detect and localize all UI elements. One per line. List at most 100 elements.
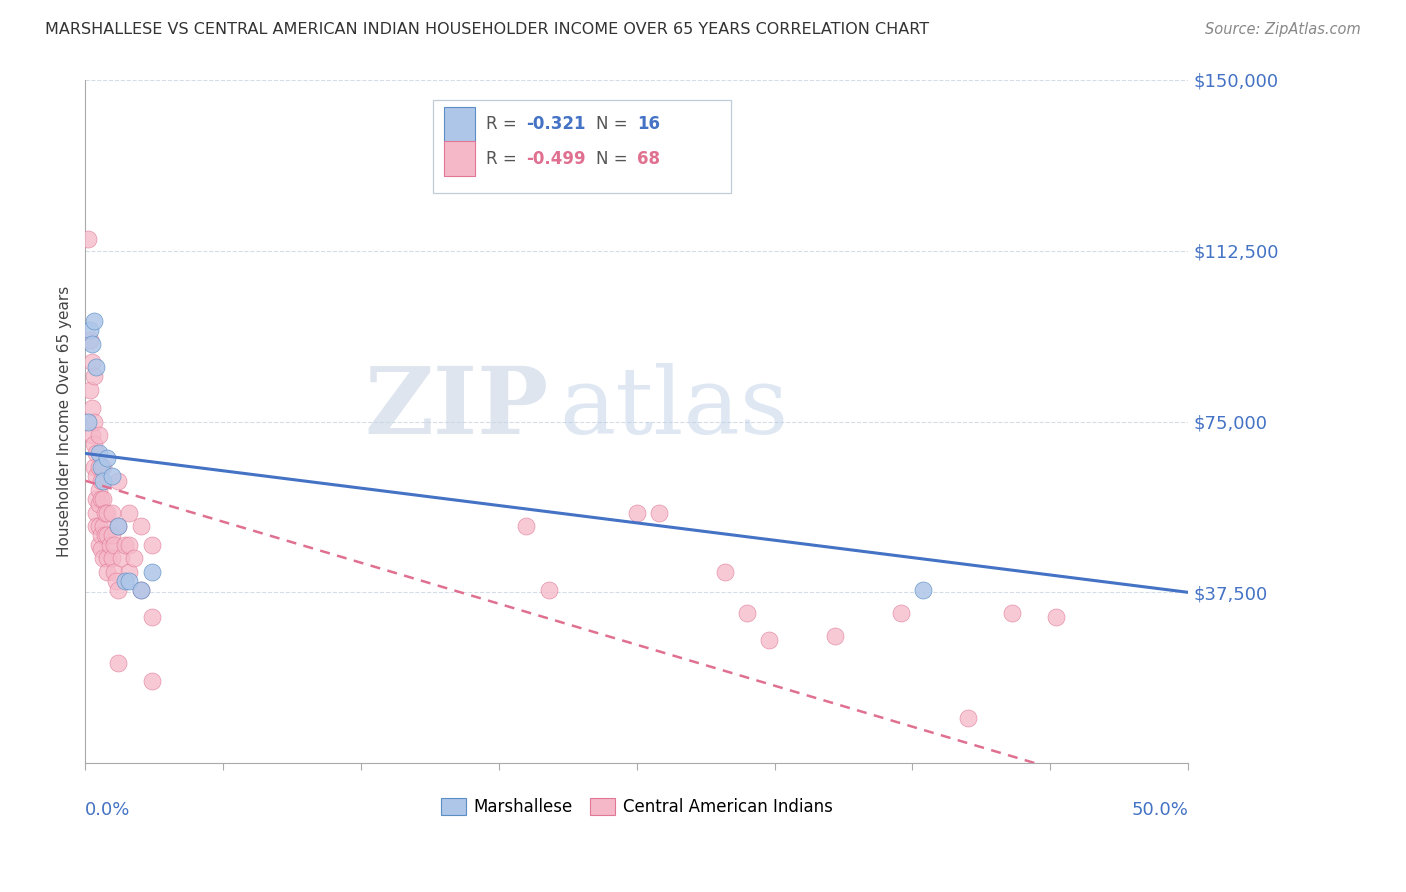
Point: [90, 528, 112, 542]
Point: [515, 519, 537, 533]
Point: [94, 528, 117, 542]
Text: 0.0%: 0.0%: [86, 801, 131, 819]
Point: [105, 574, 128, 588]
Point: [94, 506, 117, 520]
Text: 68: 68: [637, 150, 659, 168]
Point: [83, 415, 105, 429]
Point: [87, 483, 110, 497]
Point: [80, 428, 103, 442]
Point: [824, 629, 846, 643]
Point: [96, 528, 118, 542]
Point: [118, 537, 141, 551]
Point: [1045, 610, 1067, 624]
Point: [83, 314, 105, 328]
FancyBboxPatch shape: [433, 101, 731, 193]
Text: MARSHALLESE VS CENTRAL AMERICAN INDIAN HOUSEHOLDER INCOME OVER 65 YEARS CORRELAT: MARSHALLESE VS CENTRAL AMERICAN INDIAN H…: [45, 22, 929, 37]
Legend: Marshallese, Central American Indians: Marshallese, Central American Indians: [434, 791, 839, 823]
Point: [141, 674, 163, 689]
Point: [107, 474, 129, 488]
Point: [758, 633, 780, 648]
Point: [91, 460, 114, 475]
Point: [80, 401, 103, 415]
Point: [107, 519, 129, 533]
Point: [80, 355, 103, 369]
FancyBboxPatch shape: [444, 107, 475, 142]
Point: [87, 460, 110, 475]
Point: [107, 519, 129, 533]
Point: [87, 519, 110, 533]
Point: [114, 537, 136, 551]
Point: [129, 583, 152, 598]
Point: [91, 551, 114, 566]
Point: [129, 583, 152, 598]
Point: [107, 656, 129, 670]
Point: [714, 565, 737, 579]
Point: [90, 460, 112, 475]
Point: [87, 537, 110, 551]
Point: [626, 506, 648, 520]
Point: [91, 474, 114, 488]
Point: [86, 491, 108, 506]
Text: -0.499: -0.499: [526, 150, 586, 168]
Point: [79, 323, 101, 337]
Text: R =: R =: [485, 115, 516, 134]
Point: [87, 446, 110, 460]
Point: [86, 506, 108, 520]
Point: [141, 565, 163, 579]
Point: [648, 506, 671, 520]
Point: [87, 428, 110, 442]
Point: [76, 415, 98, 429]
Text: -0.321: -0.321: [526, 115, 586, 134]
Point: [90, 474, 112, 488]
Point: [96, 506, 118, 520]
Point: [96, 450, 118, 465]
Point: [110, 551, 132, 566]
Point: [101, 469, 124, 483]
Point: [91, 491, 114, 506]
Point: [912, 583, 935, 598]
Point: [114, 574, 136, 588]
Point: [86, 519, 108, 533]
Point: [537, 583, 560, 598]
Point: [101, 551, 124, 566]
Point: [118, 574, 141, 588]
Point: [96, 565, 118, 579]
Point: [118, 506, 141, 520]
Point: [103, 537, 125, 551]
Text: R =: R =: [485, 150, 516, 168]
Point: [87, 496, 110, 510]
Point: [129, 519, 152, 533]
Point: [101, 506, 124, 520]
Point: [83, 460, 105, 475]
Point: [98, 537, 121, 551]
Point: [118, 565, 141, 579]
Text: N =: N =: [596, 115, 627, 134]
Text: 16: 16: [637, 115, 659, 134]
Point: [90, 491, 112, 506]
Text: atlas: atlas: [560, 363, 789, 453]
Point: [83, 369, 105, 384]
Point: [141, 610, 163, 624]
Point: [122, 551, 145, 566]
Text: ZIP: ZIP: [364, 363, 548, 453]
Point: [76, 232, 98, 246]
Point: [80, 337, 103, 351]
Point: [956, 710, 979, 724]
Point: [90, 542, 112, 557]
Y-axis label: Householder Income Over 65 years: Householder Income Over 65 years: [58, 286, 72, 558]
Point: [103, 565, 125, 579]
Point: [96, 551, 118, 566]
Point: [735, 606, 758, 620]
Text: 50.0%: 50.0%: [1132, 801, 1188, 819]
Point: [890, 606, 912, 620]
Text: Source: ZipAtlas.com: Source: ZipAtlas.com: [1205, 22, 1361, 37]
Point: [86, 469, 108, 483]
Point: [141, 537, 163, 551]
Point: [107, 583, 129, 598]
Point: [79, 383, 101, 397]
Point: [83, 437, 105, 451]
Point: [79, 333, 101, 347]
Point: [91, 519, 114, 533]
Point: [101, 528, 124, 542]
FancyBboxPatch shape: [444, 141, 475, 177]
